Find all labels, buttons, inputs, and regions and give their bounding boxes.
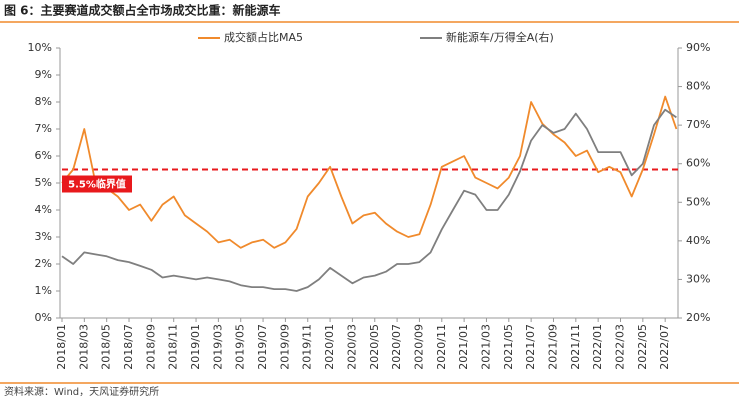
- x-tick-label: 2018/03: [77, 324, 90, 370]
- x-tick-label: 2020/01: [323, 324, 336, 370]
- x-tick-label: 2018/09: [144, 324, 157, 370]
- x-tick-label: 2021/01: [457, 324, 470, 370]
- x-tick-label: 2022/05: [636, 324, 649, 370]
- y2-tick-label: 60%: [686, 157, 710, 170]
- y2-tick-label: 50%: [686, 195, 710, 208]
- x-tick-label: 2019/11: [301, 324, 314, 370]
- x-tick-label: 2019/03: [211, 324, 224, 370]
- legend-label: 新能源车/万得全A(右): [446, 30, 554, 44]
- x-tick-label: 2020/07: [390, 324, 403, 370]
- x-tick-label: 2018/11: [167, 324, 180, 370]
- x-tick-label: 2019/07: [256, 324, 269, 370]
- x-tick-label: 2018/01: [55, 324, 68, 370]
- y-tick-label: 6%: [35, 149, 52, 162]
- series-line: [61, 108, 677, 292]
- annotation-label: 5.5%临界值: [68, 178, 126, 191]
- y-tick-label: 8%: [35, 95, 52, 108]
- x-tick-label: 2019/09: [278, 324, 291, 370]
- y-tick-label: 4%: [35, 203, 52, 216]
- x-tick-label: 2022/03: [614, 324, 627, 370]
- x-tick-label: 2021/11: [569, 324, 582, 370]
- y2-tick-label: 40%: [686, 234, 710, 247]
- y-tick-label: 3%: [35, 230, 52, 243]
- y2-tick-label: 80%: [686, 80, 710, 93]
- x-tick-label: 2019/05: [234, 324, 247, 370]
- annotation-box: [62, 175, 132, 193]
- y-tick-label: 0%: [35, 311, 52, 324]
- y-tick-label: 2%: [35, 257, 52, 270]
- y-tick-label: 1%: [35, 284, 52, 297]
- chart-title: 图 6：主要赛道成交额占全市场成交比重：新能源车: [4, 3, 281, 18]
- y-tick-label: 7%: [35, 122, 52, 135]
- x-tick-label: 2022/01: [591, 324, 604, 370]
- y2-tick-label: 70%: [686, 118, 710, 131]
- source: 资料来源：Wind，天风证券研究所: [4, 385, 159, 398]
- x-tick-label: 2020/05: [368, 324, 381, 370]
- x-tick-label: 2022/07: [658, 324, 671, 370]
- x-tick-label: 2021/05: [502, 324, 515, 370]
- x-tick-label: 2021/07: [524, 324, 537, 370]
- y2-tick-label: 30%: [686, 272, 710, 285]
- y-tick-label: 5%: [35, 176, 52, 189]
- y2-tick-label: 20%: [686, 311, 710, 324]
- y-tick-label: 10%: [28, 41, 52, 54]
- y2-tick-label: 90%: [686, 41, 710, 54]
- x-tick-label: 2019/01: [189, 324, 202, 370]
- legend-label: 成交额占比MA5: [224, 30, 303, 44]
- x-tick-label: 2018/05: [100, 324, 113, 370]
- x-tick-label: 2020/11: [435, 324, 448, 370]
- series-line: [61, 95, 678, 249]
- x-tick-label: 2020/03: [345, 324, 358, 370]
- x-tick-label: 2018/07: [122, 324, 135, 370]
- x-tick-label: 2021/09: [546, 324, 559, 370]
- x-tick-label: 2020/09: [412, 324, 425, 370]
- x-tick-label: 2021/03: [479, 324, 492, 370]
- y-tick-label: 9%: [35, 68, 52, 81]
